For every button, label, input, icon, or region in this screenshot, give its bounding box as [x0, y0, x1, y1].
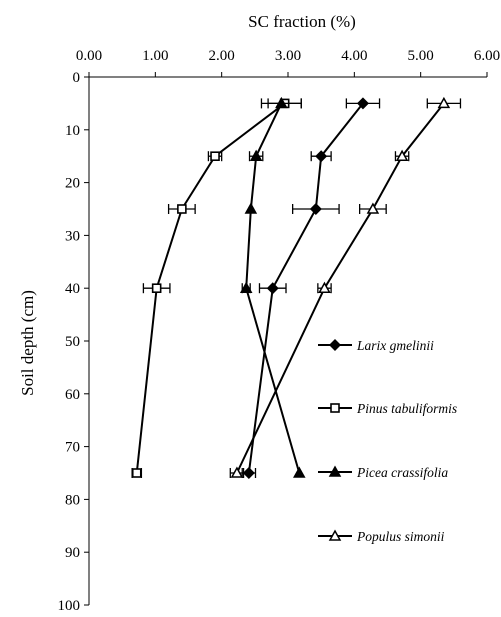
axes: 0.00 1.00 2.00 3.00 4.00 5.00 6.00 0 10 20 30 40 50 6…	[58, 48, 501, 612]
x-tick-label: 3.00	[275, 48, 301, 64]
legend-item: Picea crassifolia	[318, 465, 448, 480]
data-point	[268, 283, 278, 293]
legend: Larix gmelinii Pinus tabuliformis Picea cr…	[318, 338, 457, 544]
legend-item: Populus simonii	[318, 529, 445, 544]
y-tick-label: 100	[58, 598, 81, 612]
data-point	[178, 205, 186, 213]
y-tick-label: 50	[65, 334, 80, 350]
legend-item: Pinus tabuliformis	[318, 401, 457, 416]
series-layer	[132, 98, 460, 478]
x-tick-label: 6.00	[474, 48, 500, 64]
x-tick-label: 0.00	[76, 48, 102, 64]
x-tick-label: 5.00	[408, 48, 434, 64]
y-axis-title: Soil depth (cm)	[18, 290, 37, 396]
x-tick-label: 4.00	[341, 48, 367, 64]
data-point	[133, 469, 141, 477]
data-point	[311, 204, 321, 214]
legend-marker	[330, 340, 340, 350]
y-tick-label: 60	[65, 387, 80, 403]
legend-label: Pinus tabuliformis	[356, 401, 457, 416]
data-point	[153, 284, 161, 292]
y-tick-label: 0	[73, 70, 81, 86]
legend-label: Larix gmelinii	[356, 338, 434, 353]
y-tick-label: 90	[65, 545, 80, 561]
y-tick-label: 20	[65, 176, 80, 192]
legend-label: Picea crassifolia	[356, 465, 448, 480]
data-point	[294, 468, 304, 477]
y-tick-label: 40	[65, 281, 80, 297]
y-tick-label: 30	[65, 228, 80, 244]
y-tick-label: 80	[65, 492, 80, 508]
legend-label: Populus simonii	[356, 529, 445, 544]
data-point	[244, 468, 254, 478]
data-point	[246, 204, 256, 213]
y-tick-label: 70	[65, 440, 80, 456]
legend-marker	[331, 404, 339, 412]
legend-item: Larix gmelinii	[318, 338, 434, 353]
x-tick-label: 1.00	[142, 48, 168, 64]
x-axis-title: SC fraction (%)	[248, 12, 356, 31]
y-tick-label: 10	[65, 123, 80, 139]
x-tick-label: 2.00	[209, 48, 235, 64]
data-point	[211, 152, 219, 160]
